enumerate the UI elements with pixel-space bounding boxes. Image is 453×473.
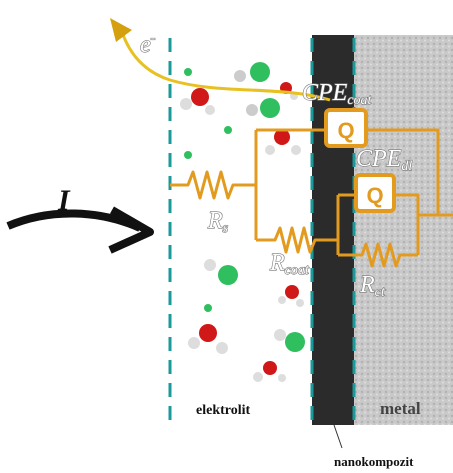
electron-arrowhead bbox=[110, 18, 132, 42]
pointer-line bbox=[333, 424, 343, 449]
electron-label: e- bbox=[140, 31, 156, 58]
electrolyte-label: elektrolit bbox=[196, 403, 251, 418]
coating-region bbox=[312, 35, 354, 425]
molecules bbox=[180, 62, 305, 382]
cpe-dl-label: CPEdl bbox=[356, 146, 412, 174]
cpe-box-label: Q bbox=[366, 183, 383, 208]
electron-path bbox=[120, 31, 331, 102]
metal-label: metal bbox=[380, 399, 421, 418]
current-arrowhead bbox=[108, 206, 154, 254]
cpe-box-label: Q bbox=[337, 118, 354, 143]
current-label: I bbox=[57, 184, 71, 217]
rct-label: Rct bbox=[359, 272, 386, 300]
rcoat-label: Rcoat bbox=[269, 250, 310, 278]
cpe-coat-label: CPEcoat bbox=[302, 80, 373, 108]
coating-label: nanokompozit bbox=[334, 454, 414, 469]
circuit bbox=[170, 108, 453, 268]
rs-label: Rs bbox=[207, 208, 229, 236]
metal-region bbox=[352, 35, 453, 425]
